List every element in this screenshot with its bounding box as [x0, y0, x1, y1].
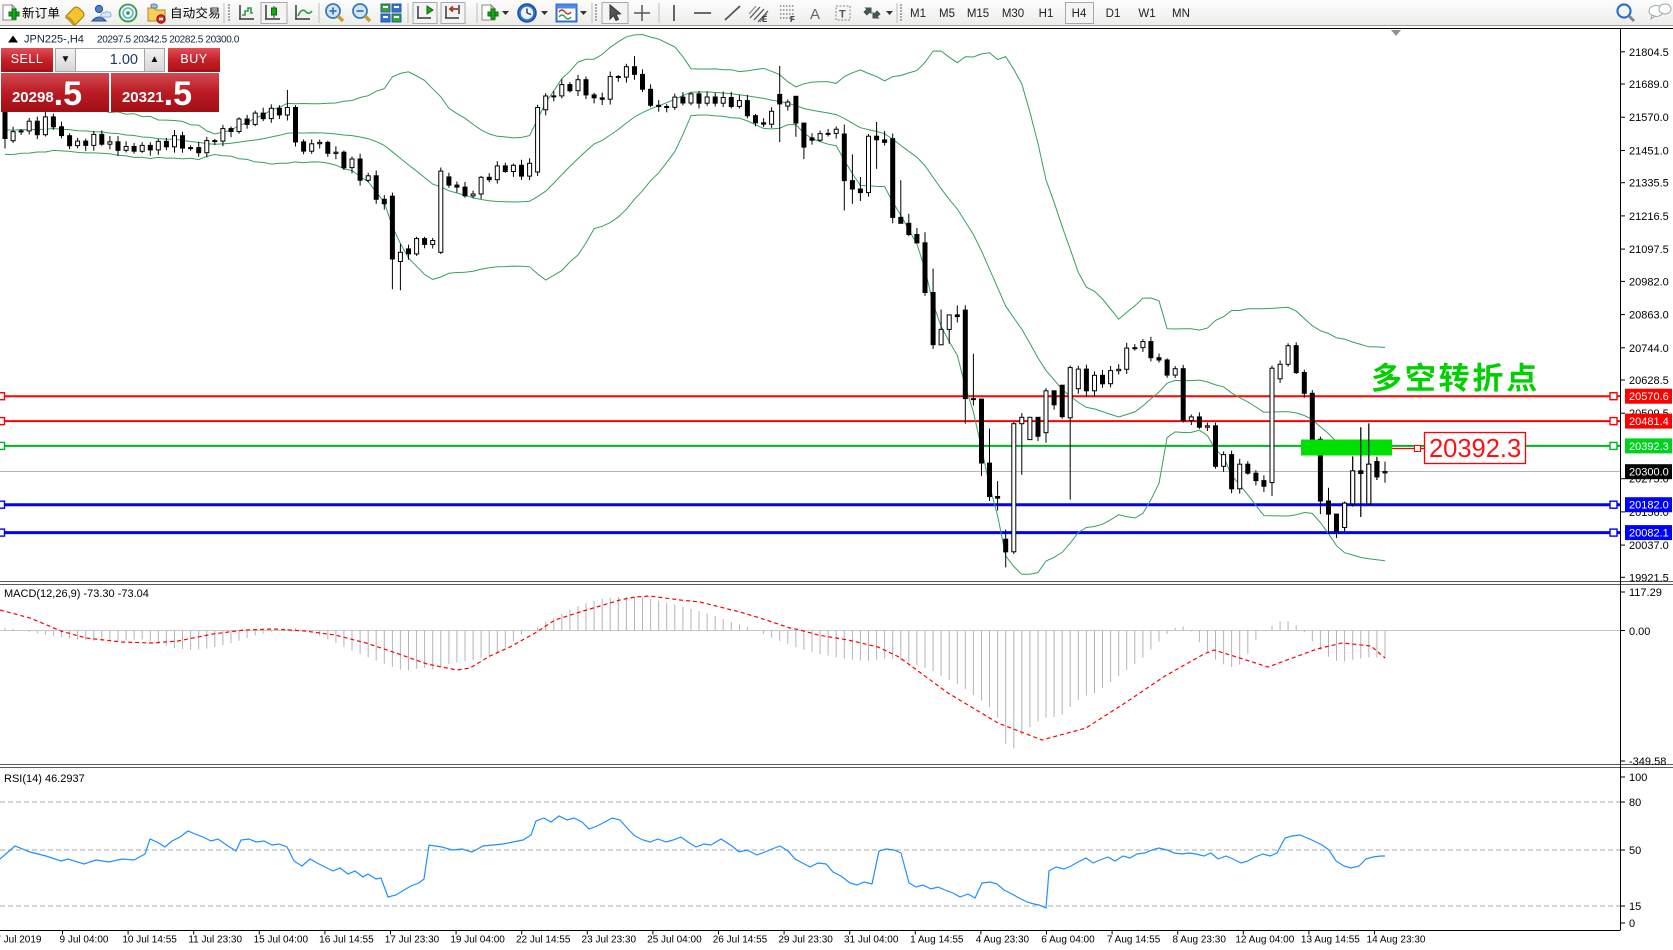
svg-text:H1: H1 [1039, 8, 1054, 20]
svg-text:23 Jul 23:30: 23 Jul 23:30 [582, 935, 637, 946]
svg-text:29 Jul 23:30: 29 Jul 23:30 [778, 935, 833, 946]
svg-text:7 Aug 14:55: 7 Aug 14:55 [1107, 935, 1161, 946]
svg-text:117.29: 117.29 [1629, 587, 1662, 599]
svg-text:15 Jul 04:00: 15 Jul 04:00 [254, 935, 309, 946]
svg-text:20082.1: 20082.1 [1629, 528, 1669, 540]
svg-text:M15: M15 [967, 8, 989, 20]
svg-text:D1: D1 [1106, 8, 1121, 20]
svg-text:MACD(12,26,9) -73.30 -73.04: MACD(12,26,9) -73.30 -73.04 [4, 588, 149, 600]
svg-text:W1: W1 [1138, 8, 1155, 20]
svg-text:8 Aug 23:30: 8 Aug 23:30 [1173, 935, 1227, 946]
svg-text:20300.0: 20300.0 [1629, 467, 1669, 479]
svg-text:17 Jul 23:30: 17 Jul 23:30 [385, 935, 440, 946]
svg-text:20744.0: 20744.0 [1629, 343, 1669, 355]
svg-text:100: 100 [1629, 772, 1647, 784]
svg-text:19 Jul 04:00: 19 Jul 04:00 [450, 935, 505, 946]
svg-text:20863.0: 20863.0 [1629, 310, 1669, 322]
svg-text:13 Aug 14:55: 13 Aug 14:55 [1301, 935, 1360, 946]
svg-text:RSI(14) 46.2937: RSI(14) 46.2937 [4, 773, 85, 785]
svg-text:20392.3: 20392.3 [1629, 441, 1669, 453]
svg-text:50: 50 [1629, 845, 1641, 857]
svg-text:21097.5: 21097.5 [1629, 244, 1669, 256]
svg-text:20982.0: 20982.0 [1629, 276, 1669, 288]
svg-text:4 Aug 23:30: 4 Aug 23:30 [976, 935, 1030, 946]
svg-text:M1: M1 [910, 8, 926, 20]
svg-text:31 Jul 04:00: 31 Jul 04:00 [844, 935, 899, 946]
svg-text:21335.5: 21335.5 [1629, 178, 1669, 190]
svg-text:26 Jul 14:55: 26 Jul 14:55 [713, 935, 768, 946]
svg-text:M5: M5 [939, 8, 955, 20]
svg-text:21804.5: 21804.5 [1629, 47, 1669, 59]
svg-text:20297.5 20342.5 20282.5 20300.: 20297.5 20342.5 20282.5 20300.0 [97, 35, 240, 46]
svg-text:9 Jul 04:00: 9 Jul 04:00 [60, 935, 109, 946]
svg-text:20037.0: 20037.0 [1629, 540, 1669, 552]
svg-text:20392.3: 20392.3 [1429, 435, 1521, 463]
svg-text:7 Jul 2019: 7 Jul 2019 [0, 935, 42, 946]
svg-text:12 Aug 04:00: 12 Aug 04:00 [1235, 935, 1294, 946]
svg-text:H4: H4 [1072, 8, 1087, 20]
svg-text:JPN225-,H4: JPN225-,H4 [24, 34, 84, 46]
svg-text:25 Jul 04:00: 25 Jul 04:00 [647, 935, 702, 946]
svg-text:21570.0: 21570.0 [1629, 112, 1669, 124]
svg-text:80: 80 [1629, 797, 1641, 809]
svg-text:19921.5: 19921.5 [1629, 572, 1669, 584]
svg-text:T: T [839, 9, 846, 21]
svg-text:MN: MN [1172, 8, 1190, 20]
svg-text:20182.0: 20182.0 [1629, 500, 1669, 512]
svg-text:F: F [790, 15, 795, 24]
svg-text:6 Aug 04:00: 6 Aug 04:00 [1041, 935, 1095, 946]
svg-text:16 Jul 14:55: 16 Jul 14:55 [319, 935, 374, 946]
svg-text:A: A [810, 6, 820, 23]
svg-text:M30: M30 [1002, 8, 1024, 20]
svg-text:0: 0 [1629, 918, 1635, 930]
svg-text:E: E [762, 15, 768, 24]
svg-text:11 Jul 23:30: 11 Jul 23:30 [188, 935, 242, 946]
svg-text:22 Jul 14:55: 22 Jul 14:55 [516, 935, 571, 946]
svg-text:21689.0: 21689.0 [1629, 79, 1669, 91]
svg-text:-349.58: -349.58 [1629, 756, 1666, 768]
svg-text:0.00: 0.00 [1629, 626, 1650, 638]
svg-text:15: 15 [1629, 901, 1641, 913]
svg-text:1 Aug 14:55: 1 Aug 14:55 [910, 935, 964, 946]
svg-text:21216.5: 21216.5 [1629, 211, 1669, 223]
svg-text:20570.6: 20570.6 [1629, 391, 1669, 403]
svg-text:14 Aug 23:30: 14 Aug 23:30 [1367, 935, 1426, 946]
svg-text:21451.0: 21451.0 [1629, 146, 1669, 158]
svg-text:20481.4: 20481.4 [1629, 416, 1669, 428]
svg-text:20628.5: 20628.5 [1629, 375, 1669, 387]
svg-text:10 Jul 14:55: 10 Jul 14:55 [122, 935, 177, 946]
